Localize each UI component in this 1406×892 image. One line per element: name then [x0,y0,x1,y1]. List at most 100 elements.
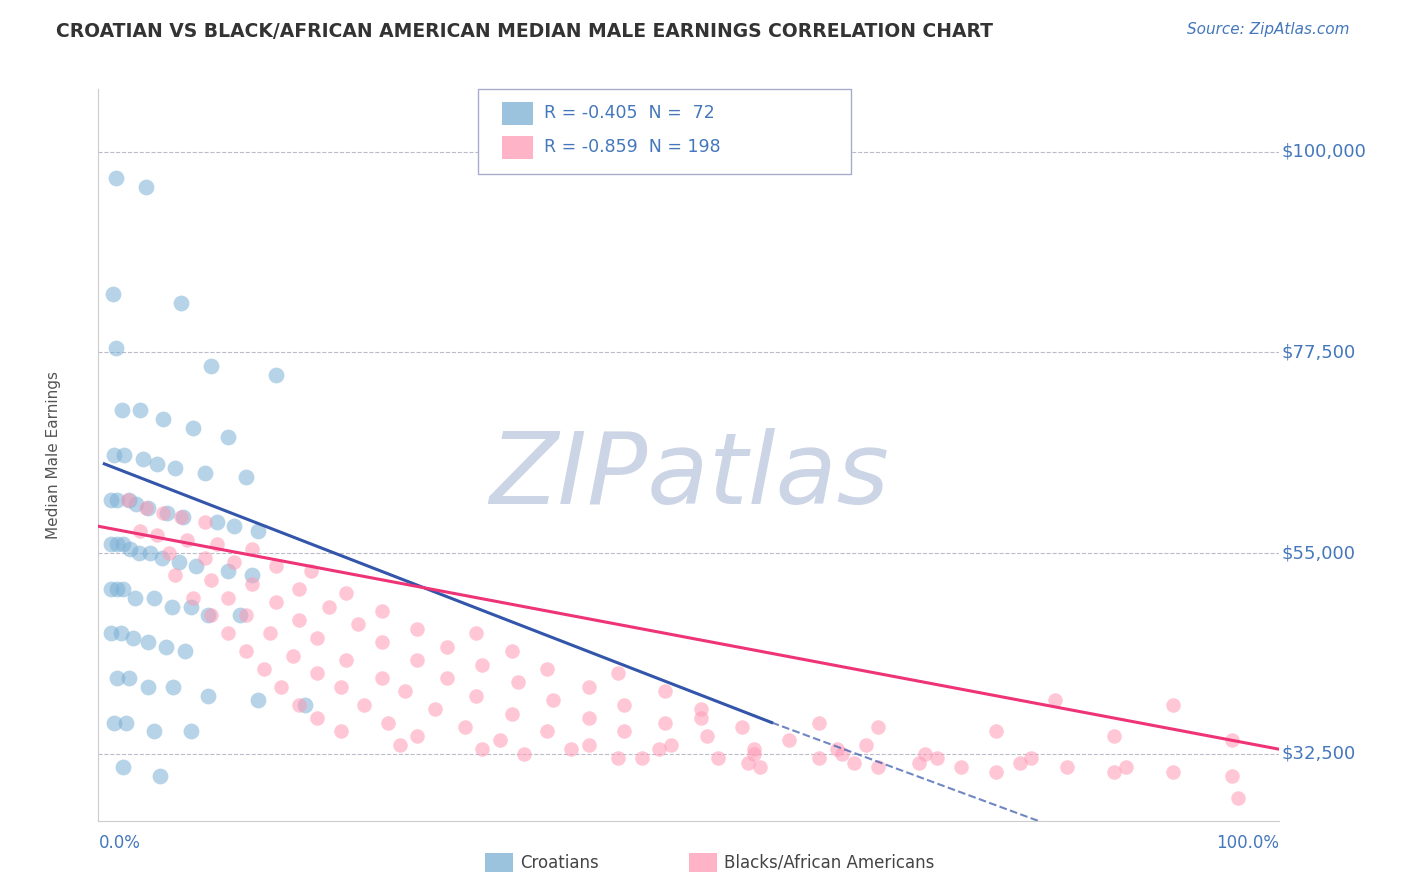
Point [135,180,157,194]
Point [136,680,159,694]
Point [377,715,399,730]
Point [613,724,636,739]
Point [506,675,529,690]
Point [118,492,141,507]
Point [654,715,676,730]
Point [152,412,174,426]
Point [512,747,534,761]
Point [394,684,416,698]
Point [1102,729,1125,743]
Point [778,733,800,747]
Point [541,693,564,707]
Point [194,466,217,480]
Point [371,604,394,618]
Point [288,582,311,596]
Point [105,582,128,596]
Point [181,591,204,605]
Point [105,671,128,685]
Point [371,671,394,685]
Point [124,591,146,605]
Point [105,537,128,551]
Point [305,711,328,725]
Point [114,715,136,730]
Point [205,515,228,529]
Point [659,738,682,752]
Point [194,515,217,529]
Point [111,403,134,417]
Point [240,577,263,591]
Point [353,698,375,712]
Point [136,501,159,516]
Point [146,528,169,542]
Point [173,644,195,658]
Point [105,341,128,355]
Point [305,666,328,681]
Point [180,599,202,614]
Point [536,662,558,676]
Point [100,537,122,551]
Point [578,711,600,725]
Point [578,738,600,752]
Point [150,550,173,565]
Point [253,662,276,676]
Point [984,764,1007,779]
Point [831,747,853,761]
Point [388,738,411,752]
Text: $55,000: $55,000 [1282,544,1355,562]
Point [689,711,711,725]
Text: Croatians: Croatians [520,854,599,871]
Point [335,653,357,667]
Point [654,684,676,698]
Point [696,729,718,743]
Point [162,680,184,694]
Point [112,448,135,462]
Point [807,715,830,730]
Point [984,724,1007,739]
Point [170,296,193,310]
Point [264,368,287,382]
Point [489,733,512,747]
Point [423,702,446,716]
Point [117,492,139,507]
Point [288,698,311,712]
Point [128,403,150,417]
Point [200,608,222,623]
Point [335,586,357,600]
Point [136,635,159,649]
Point [1161,764,1184,779]
Point [157,546,180,560]
Point [807,751,830,765]
Point [465,626,488,640]
Point [914,747,936,761]
Point [949,760,972,774]
Point [152,506,174,520]
Point [406,622,429,636]
Point [235,470,257,484]
Point [103,715,125,730]
Point [748,760,770,774]
Text: $32,500: $32,500 [1282,745,1355,763]
Point [121,631,143,645]
Point [264,559,287,574]
Point [329,680,352,694]
Point [1227,791,1250,805]
Point [630,751,652,765]
Text: $100,000: $100,000 [1282,143,1367,161]
Point [172,510,194,524]
Point [235,608,257,623]
Point [299,564,322,578]
Point [146,457,169,471]
Point [165,461,187,475]
Point [607,751,630,765]
Point [737,756,759,770]
Point [105,171,128,186]
Point [235,644,257,658]
Point [288,613,311,627]
Point [180,724,202,739]
Point [1008,756,1031,770]
Point [112,760,135,774]
Point [217,564,239,578]
Text: R = -0.405  N =  72: R = -0.405 N = 72 [544,104,714,122]
Point [453,720,475,734]
Point [132,452,155,467]
